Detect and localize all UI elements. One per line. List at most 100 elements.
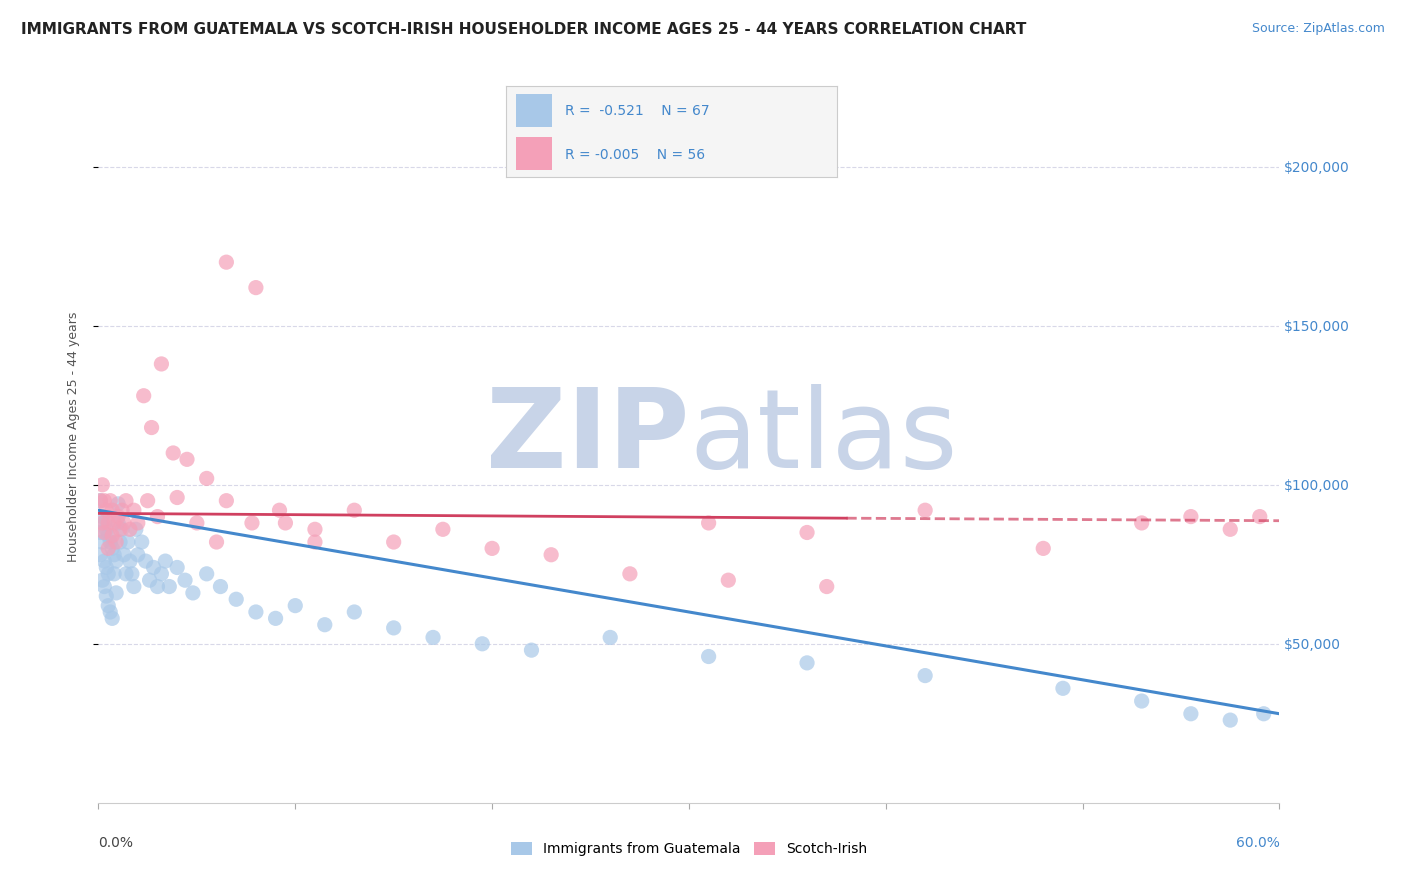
Point	[96, 522, 118, 536]
Point	[138, 573, 160, 587]
Point	[1130, 516, 1153, 530]
Point	[89, 525, 111, 540]
Point	[142, 560, 165, 574]
Point	[314, 617, 336, 632]
Point	[115, 566, 138, 581]
Point	[98, 535, 121, 549]
Point	[471, 637, 494, 651]
Point	[284, 599, 307, 613]
Point	[304, 522, 326, 536]
Point	[619, 566, 641, 581]
Point	[1032, 541, 1054, 556]
Point	[127, 548, 149, 562]
Text: atlas: atlas	[689, 384, 957, 491]
Point	[132, 389, 155, 403]
Point	[240, 516, 263, 530]
Point	[1130, 694, 1153, 708]
Point	[107, 497, 129, 511]
Point	[186, 516, 208, 530]
Point	[209, 580, 232, 594]
Point	[98, 493, 121, 508]
Point	[174, 573, 197, 587]
Point	[205, 535, 228, 549]
Point	[107, 516, 129, 530]
Point	[108, 522, 131, 536]
Point	[105, 554, 128, 568]
Point	[1219, 713, 1241, 727]
Point	[274, 516, 297, 530]
Point	[105, 586, 128, 600]
Y-axis label: Householder Income Ages 25 - 44 years: Householder Income Ages 25 - 44 years	[67, 312, 80, 562]
Point	[195, 471, 218, 485]
Point	[131, 535, 153, 549]
Point	[697, 516, 720, 530]
Point	[96, 503, 118, 517]
Point	[422, 631, 444, 645]
Point	[269, 503, 291, 517]
Point	[97, 529, 120, 543]
Text: 60.0%: 60.0%	[1236, 836, 1279, 850]
Point	[520, 643, 543, 657]
Point	[157, 580, 180, 594]
Point	[91, 516, 114, 530]
Point	[155, 554, 177, 568]
Point	[112, 548, 135, 562]
Point	[107, 509, 129, 524]
Point	[101, 611, 124, 625]
Point	[914, 668, 936, 682]
Point	[432, 522, 454, 536]
Point	[1052, 681, 1074, 696]
Point	[136, 493, 159, 508]
Point	[93, 516, 115, 530]
Text: 0.0%: 0.0%	[98, 836, 134, 850]
Point	[135, 554, 157, 568]
Point	[796, 656, 818, 670]
Point	[97, 599, 120, 613]
Point	[89, 493, 111, 508]
Point	[127, 516, 149, 530]
Point	[796, 525, 818, 540]
Point	[97, 566, 120, 581]
Point	[93, 580, 115, 594]
Point	[96, 589, 118, 603]
Point	[111, 522, 134, 536]
Point	[1219, 522, 1241, 536]
Legend: Immigrants from Guatemala, Scotch-Irish: Immigrants from Guatemala, Scotch-Irish	[505, 837, 873, 862]
Point	[599, 631, 621, 645]
Point	[98, 605, 121, 619]
Point	[112, 516, 135, 530]
Point	[101, 541, 124, 556]
Point	[117, 535, 139, 549]
Point	[91, 509, 114, 524]
Point	[195, 566, 218, 581]
Point	[89, 548, 111, 562]
Point	[146, 580, 169, 594]
Point	[91, 535, 114, 549]
Point	[181, 586, 204, 600]
Point	[103, 516, 125, 530]
Point	[225, 592, 247, 607]
Point	[343, 503, 366, 517]
Point	[382, 621, 405, 635]
Point	[103, 566, 125, 581]
Point	[150, 566, 173, 581]
Point	[105, 535, 128, 549]
Point	[382, 535, 405, 549]
Point	[146, 509, 169, 524]
Point	[343, 605, 366, 619]
Point	[215, 493, 238, 508]
Point	[1253, 706, 1275, 721]
Point	[91, 573, 114, 587]
Point	[97, 541, 120, 556]
Point	[162, 446, 184, 460]
Point	[122, 580, 145, 594]
Point	[914, 503, 936, 517]
Point	[89, 493, 111, 508]
Point	[1249, 509, 1271, 524]
Text: IMMIGRANTS FROM GUATEMALA VS SCOTCH-IRISH HOUSEHOLDER INCOME AGES 25 - 44 YEARS : IMMIGRANTS FROM GUATEMALA VS SCOTCH-IRIS…	[21, 22, 1026, 37]
Point	[697, 649, 720, 664]
Point	[166, 491, 188, 505]
Point	[103, 548, 125, 562]
Point	[304, 535, 326, 549]
Point	[118, 554, 141, 568]
